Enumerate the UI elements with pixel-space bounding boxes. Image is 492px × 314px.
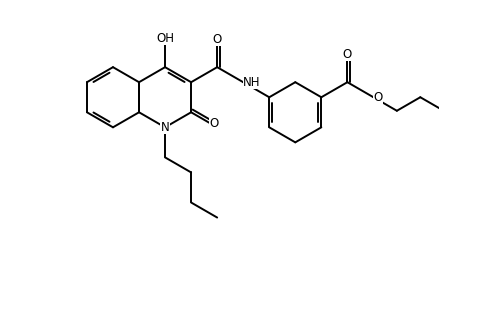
Text: O: O <box>210 116 219 130</box>
Text: O: O <box>213 33 222 46</box>
Text: N: N <box>161 121 169 134</box>
Text: OH: OH <box>156 32 174 45</box>
Text: O: O <box>343 47 352 61</box>
Text: O: O <box>373 91 383 104</box>
Text: NH: NH <box>243 76 261 89</box>
